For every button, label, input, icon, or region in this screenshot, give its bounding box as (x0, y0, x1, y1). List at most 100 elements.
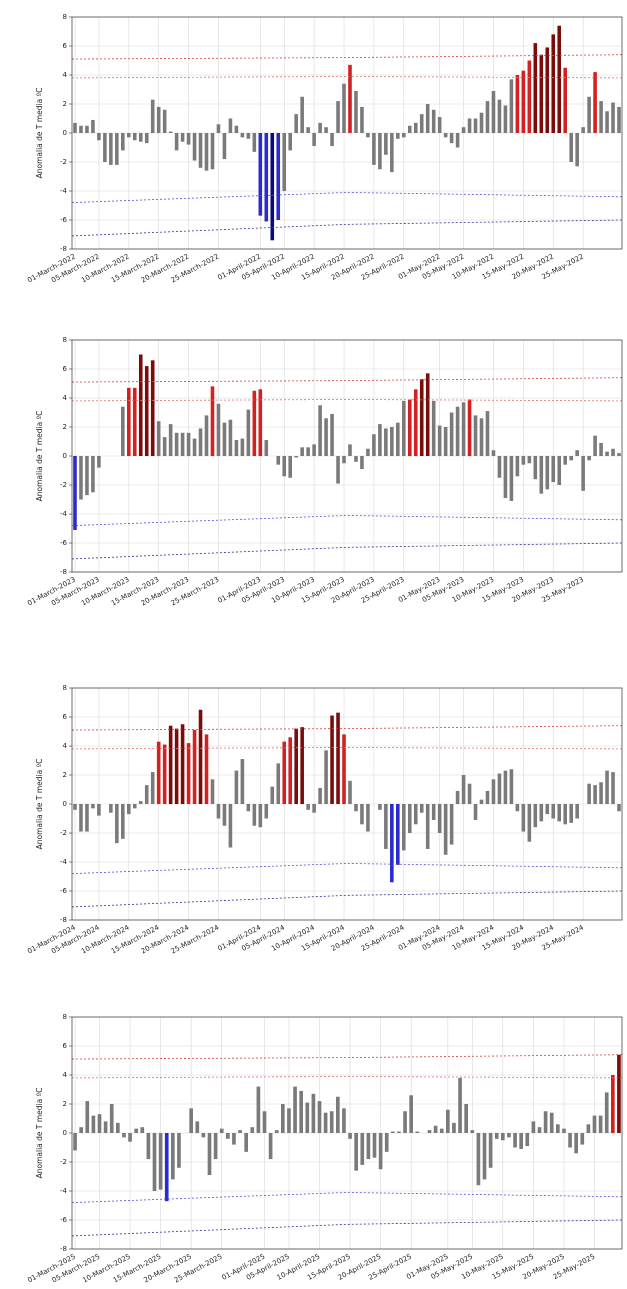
bar (288, 133, 292, 151)
y-tick-label: -4 (60, 510, 68, 518)
bar (198, 428, 203, 456)
bar (150, 360, 155, 456)
bar (372, 1133, 377, 1158)
bar (97, 456, 101, 468)
bar (168, 131, 173, 133)
bar (250, 1127, 255, 1133)
bar (228, 804, 233, 848)
bar (397, 1131, 401, 1133)
bar (162, 437, 167, 456)
bar (222, 422, 227, 456)
bar (455, 790, 460, 804)
bar (342, 1108, 346, 1133)
bar (240, 759, 245, 804)
y-axis-label: Anomalia de T media ºC (35, 759, 44, 850)
y-tick-label: 8 (63, 336, 67, 344)
bar (73, 456, 77, 530)
y-tick-label: -2 (60, 829, 67, 837)
bar (132, 804, 137, 809)
bar (252, 390, 257, 456)
threshold-line (71, 542, 623, 560)
bar (91, 804, 95, 809)
bar (97, 1114, 102, 1133)
bar (293, 1086, 297, 1133)
bar (611, 448, 615, 456)
bar (575, 133, 579, 167)
bar (311, 1093, 316, 1133)
bar (192, 438, 197, 456)
bar (509, 456, 514, 501)
bar (150, 772, 155, 804)
bar (268, 1133, 273, 1160)
bar (360, 804, 364, 825)
bar (138, 354, 143, 456)
bar (605, 111, 609, 133)
y-tick-label: -4 (60, 1187, 68, 1195)
bar (587, 456, 591, 461)
bar (156, 421, 161, 456)
bar (384, 804, 388, 849)
bar (413, 804, 418, 825)
bar (168, 725, 173, 804)
y-tick-label: 6 (63, 1042, 68, 1050)
bar (246, 804, 251, 812)
bar (521, 804, 526, 832)
bar (79, 125, 83, 133)
bar (216, 403, 221, 456)
y-axis-label: Anomalia de T media ºC (35, 1088, 44, 1179)
bar (204, 133, 209, 171)
bar (336, 101, 340, 133)
y-tick-label: 0 (63, 800, 67, 808)
threshold-line (71, 890, 623, 908)
bar (443, 804, 448, 855)
bar (144, 785, 149, 804)
bar (455, 133, 460, 148)
bar (244, 1133, 248, 1152)
bar (115, 804, 119, 844)
bar (396, 804, 400, 865)
bar (580, 1133, 585, 1145)
bar (473, 118, 478, 133)
bar (549, 1112, 554, 1133)
bar (264, 804, 269, 819)
bar (156, 106, 161, 133)
bar (449, 412, 454, 456)
bar (213, 1133, 218, 1160)
bar (519, 1133, 523, 1149)
bar (485, 790, 490, 804)
bar (384, 133, 388, 155)
bar (446, 1109, 450, 1133)
bar (329, 1111, 334, 1133)
bar (449, 804, 454, 845)
threshold-line (71, 1076, 623, 1079)
bar (79, 804, 83, 832)
bar (91, 119, 95, 133)
threshold-line (71, 515, 623, 526)
bar (562, 1128, 566, 1133)
bar (348, 444, 352, 456)
bar (425, 373, 430, 456)
bar (433, 1125, 438, 1133)
bar (318, 122, 322, 133)
bar (575, 804, 579, 819)
bar (282, 133, 287, 191)
bar (494, 1133, 499, 1139)
bar (458, 1077, 462, 1133)
bar (354, 456, 358, 462)
bar (515, 804, 520, 812)
bar (599, 101, 603, 133)
y-tick-label: 4 (63, 742, 68, 750)
y-tick-label: 8 (63, 1013, 67, 1021)
bar (557, 804, 562, 822)
bar (162, 744, 167, 804)
bar (503, 456, 508, 499)
bar (611, 102, 615, 133)
threshold-line (71, 1192, 623, 1203)
bar (551, 34, 556, 133)
threshold-line (71, 219, 623, 237)
bar (121, 406, 125, 456)
bar (568, 1133, 572, 1148)
bar (300, 447, 304, 456)
bar (132, 387, 137, 456)
